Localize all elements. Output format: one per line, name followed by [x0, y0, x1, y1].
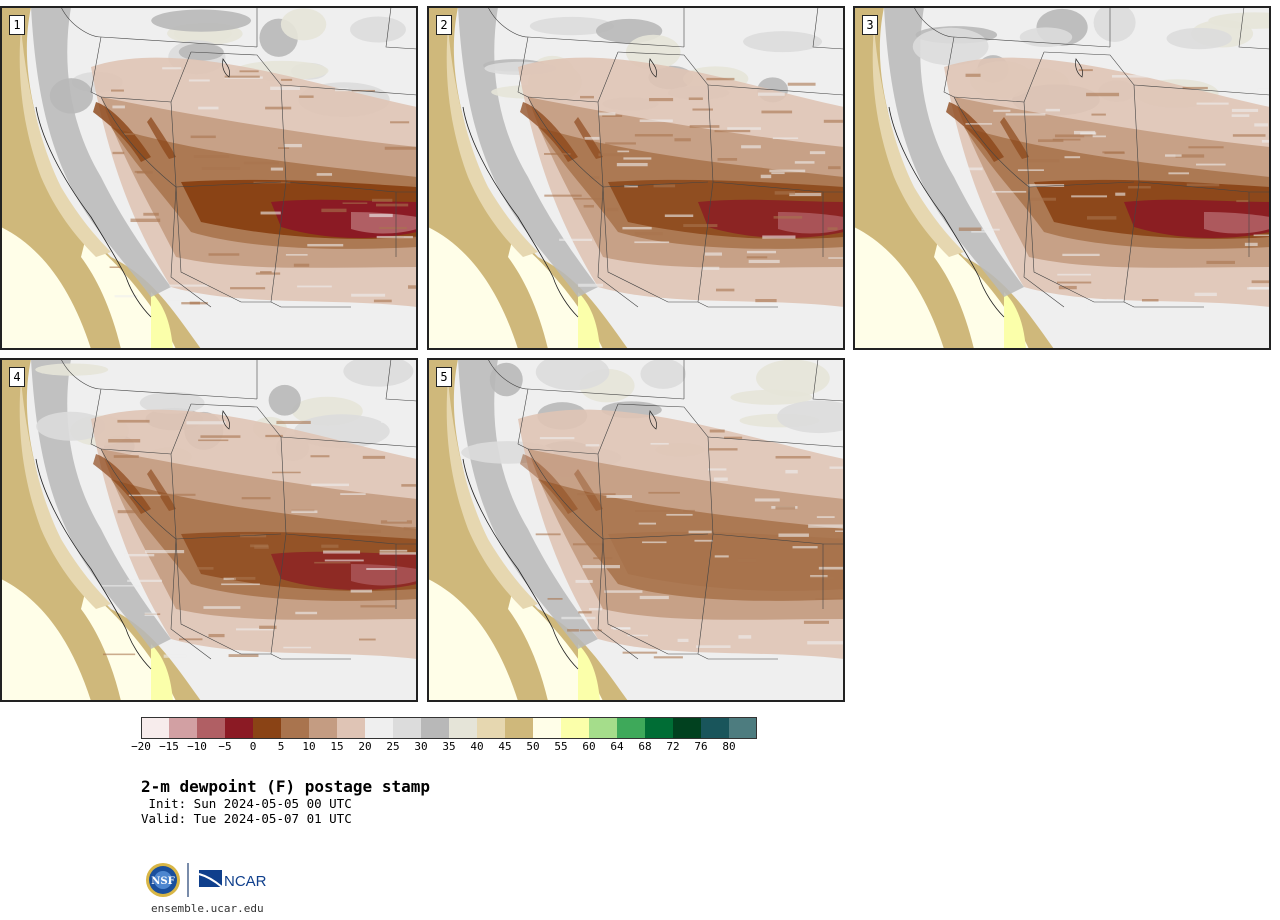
colorbar-swatch: [393, 717, 422, 739]
dewpoint-map-5: [428, 359, 844, 701]
colorbar-tick-label: 0: [249, 740, 257, 753]
colorbar-swatch: [169, 717, 198, 739]
website-url: ensemble.ucar.edu: [151, 902, 264, 915]
colorbar-swatch: [253, 717, 282, 739]
colorbar-swatch: [589, 717, 618, 739]
colorbar-tick-label: 50: [526, 740, 540, 753]
colorbar-tick-label: 35: [442, 740, 456, 753]
stamp-panel-4: 4: [0, 358, 418, 702]
colorbar-tick-label: 80: [722, 740, 736, 753]
colorbar-tick-label: 40: [470, 740, 484, 753]
colorbar-tick-labels: −20 −15 −10 −5 0 5 10 15 20 25 30 35 40 45 50 55 60 64 68 7…: [0, 740, 1280, 756]
dewpoint-map-2: [428, 7, 844, 349]
colorbar-tick-label: 10: [302, 740, 316, 753]
colorbar-tick-label: 15: [330, 740, 344, 753]
colorbar-swatch: [561, 717, 590, 739]
member-label-1: 1: [9, 15, 25, 35]
colorbar-swatch: [533, 717, 562, 739]
stamp-panel-3: 3: [853, 6, 1271, 350]
colorbar-tick-label: 55: [554, 740, 568, 753]
nsf-logo-text: NSF: [151, 876, 174, 887]
colorbar-tick-label: 45: [498, 740, 512, 753]
member-label-2: 2: [436, 15, 452, 35]
colorbar-tick-label: 5: [277, 740, 285, 753]
dewpoint-map-3: [854, 7, 1270, 349]
colorbar-swatch: [449, 717, 478, 739]
ncar-logo-text: NCAR: [224, 873, 267, 890]
colorbar-swatch: [337, 717, 366, 739]
colorbar-swatch: [645, 717, 674, 739]
colorbar-tick-label: 72: [666, 740, 680, 753]
ncar-logo-icon: NCAR: [198, 870, 267, 890]
figure-title: 2-m dewpoint (F) postage stamp: [141, 777, 430, 796]
colorbar-tick-label: 20: [358, 740, 372, 753]
colorbar-tick-label: −20: [131, 740, 151, 753]
colorbar-swatch: [225, 717, 254, 739]
colorbar-tick-label: 68: [638, 740, 652, 753]
colorbar-tick-label: 64: [610, 740, 624, 753]
colorbar-tick-label: −5: [218, 740, 232, 753]
colorbar-tick-label: −10: [187, 740, 207, 753]
stamp-panel-5: 5: [427, 358, 845, 702]
colorbar-tick-label: 25: [386, 740, 400, 753]
valid-time: Valid: Tue 2024-05-07 01 UTC: [141, 811, 352, 826]
dewpoint-map-4: [1, 359, 417, 701]
stamp-panel-2: 2: [427, 6, 845, 350]
nsf-ncar-logo: NSF NCAR: [146, 863, 267, 897]
colorbar-swatch: [477, 717, 506, 739]
colorbar-swatch: [729, 717, 757, 739]
colorbar-swatch: [617, 717, 646, 739]
colorbar-swatch: [701, 717, 730, 739]
colorbar-swatch: [365, 717, 394, 739]
colorbar-swatch: [673, 717, 702, 739]
stamp-panel-1: 1: [0, 6, 418, 350]
colorbar: [141, 717, 757, 739]
colorbar-swatch: [281, 717, 310, 739]
colorbar-tick-label: 60: [582, 740, 596, 753]
colorbar-swatch: [141, 717, 170, 739]
member-label-4: 4: [9, 367, 25, 387]
colorbar-tick-label: 76: [694, 740, 708, 753]
colorbar-tick-label: 30: [414, 740, 428, 753]
nsf-seal-icon: NSF: [146, 863, 180, 897]
colorbar-swatch: [505, 717, 534, 739]
colorbar-swatch: [309, 717, 338, 739]
init-time: Init: Sun 2024-05-05 00 UTC: [141, 796, 352, 811]
colorbar-swatch: [197, 717, 226, 739]
colorbar-swatch: [421, 717, 450, 739]
member-label-5: 5: [436, 367, 452, 387]
member-label-3: 3: [862, 15, 878, 35]
dewpoint-map-1: [1, 7, 417, 349]
colorbar-tick-label: −15: [159, 740, 179, 753]
